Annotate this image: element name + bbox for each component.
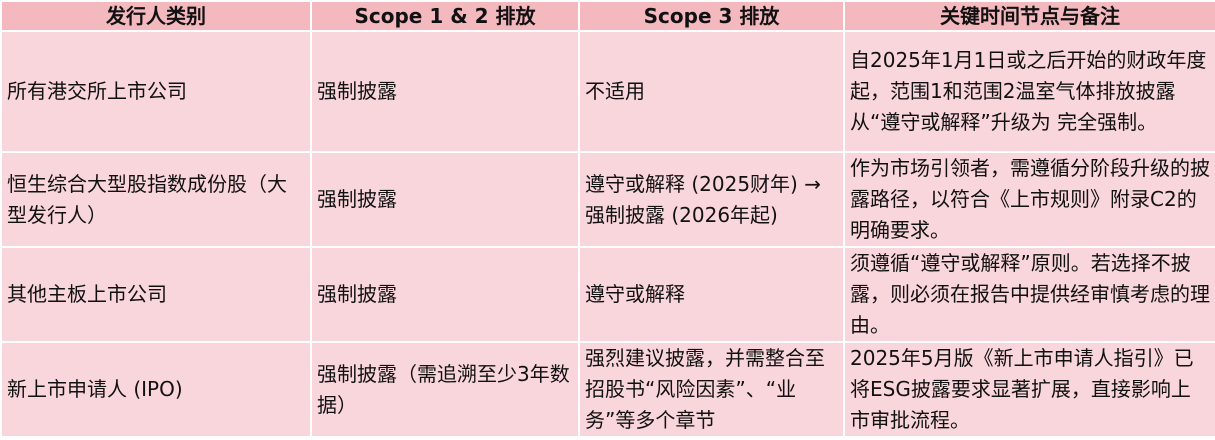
cell-scope3: 强烈建议披露，并需整合至招股书“风险因素”、“业务”等多个章节 <box>578 341 845 438</box>
cell-scope12: 强制披露（需追溯至少3年数据） <box>310 341 580 438</box>
header-row: 发行人类别 Scope 1 & 2 排放 Scope 3 排放 关键时间节点与备… <box>0 0 1215 32</box>
header-notes: 关键时间节点与备注 <box>843 0 1215 32</box>
cell-issuer-type: 恒生综合大型股指数成份股（大型发行人） <box>0 151 312 248</box>
header-scope12: Scope 1 & 2 排放 <box>310 0 580 32</box>
header-issuer-type: 发行人类别 <box>0 0 312 32</box>
cell-scope12: 强制披露 <box>310 246 580 343</box>
cell-issuer-type: 所有港交所上市公司 <box>0 30 312 153</box>
table-row: 所有港交所上市公司 强制披露 不适用 自2025年1月1日或之后开始的财政年度起… <box>0 30 1215 153</box>
cell-notes: 须遵循“遵守或解释”原则。若选择不披露，则必须在报告中提供经审慎考虑的理由。 <box>843 246 1215 343</box>
cell-issuer-type: 其他主板上市公司 <box>0 246 312 343</box>
table-row: 其他主板上市公司 强制披露 遵守或解释 须遵循“遵守或解释”原则。若选择不披露，… <box>0 246 1215 343</box>
cell-scope12: 强制披露 <box>310 151 580 248</box>
cell-scope3: 不适用 <box>578 30 845 153</box>
table-row: 新上市申请人 (IPO) 强制披露（需追溯至少3年数据） 强烈建议披露，并需整合… <box>0 341 1215 438</box>
cell-scope3: 遵守或解释 (2025财年) → 强制披露 (2026年起) <box>578 151 845 248</box>
header-scope3: Scope 3 排放 <box>578 0 845 32</box>
cell-scope12: 强制披露 <box>310 30 580 153</box>
cell-issuer-type: 新上市申请人 (IPO) <box>0 341 312 438</box>
table-row: 恒生综合大型股指数成份股（大型发行人） 强制披露 遵守或解释 (2025财年) … <box>0 151 1215 248</box>
cell-notes: 自2025年1月1日或之后开始的财政年度起，范围1和范围2温室气体排放披露从“遵… <box>843 30 1215 153</box>
cell-scope3: 遵守或解释 <box>578 246 845 343</box>
cell-notes: 作为市场引领者，需遵循分阶段升级的披露路径，以符合《上市规则》附录C2的明确要求… <box>843 151 1215 248</box>
cell-notes: 2025年5月版《新上市申请人指引》已将ESG披露要求显著扩展，直接影响上市审批… <box>843 341 1215 438</box>
